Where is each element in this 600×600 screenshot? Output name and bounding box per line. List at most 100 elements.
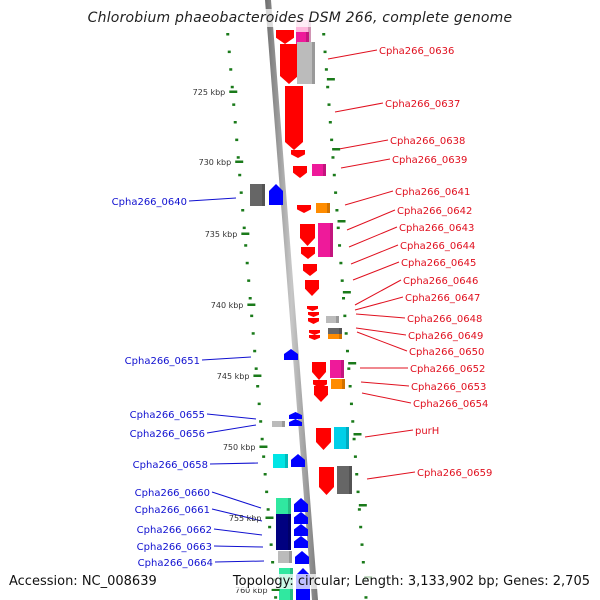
leader-line (206, 424, 257, 434)
ruler-dot (262, 455, 266, 458)
gene-glyph-shade (349, 466, 352, 494)
ruler-dot (353, 455, 357, 458)
ruler-dot (349, 402, 353, 406)
leader-line (327, 49, 378, 60)
ruler-major-tick (271, 588, 280, 591)
ruler-dot (274, 596, 278, 599)
map-title: Chlorobium phaeobacteroides DSM 266, com… (0, 9, 600, 27)
gene-glyph (305, 280, 319, 296)
ruler-dot (336, 226, 340, 230)
gene-label-forward: Cpha266_0641 (395, 187, 470, 198)
ruler-major-tick (259, 445, 268, 448)
leader-line (211, 508, 263, 522)
ruler-dot (327, 103, 331, 106)
gene-features (250, 20, 352, 600)
leader-line (338, 139, 389, 150)
gene-glyph (291, 454, 305, 467)
leader-line (352, 261, 400, 281)
gene-glyph-shade (346, 427, 349, 449)
gene-label-forward: Cpha266_0650 (409, 347, 484, 358)
gene-glyph (301, 247, 315, 259)
leader-line (356, 331, 408, 352)
gene-glyph (295, 551, 309, 564)
gene-glyph-shade (262, 184, 265, 206)
gene-glyph (312, 164, 326, 176)
gene-glyph (308, 312, 319, 317)
ruler-dot (257, 402, 261, 406)
leader-line (360, 381, 410, 387)
gene-glyph (297, 42, 315, 84)
leader-line (340, 158, 391, 169)
ruler-dot (229, 68, 233, 71)
ruler-major-tick (241, 232, 250, 235)
gene-glyph (328, 328, 342, 334)
leader-line (201, 356, 252, 361)
gene-glyph-shade (308, 20, 311, 42)
gene-label-forward: Cpha266_0654 (413, 399, 488, 410)
gene-label-reverse: Cpha266_0664 (138, 558, 213, 569)
ruler-dot (244, 244, 248, 247)
leader-line (355, 327, 407, 336)
ruler-dot (344, 332, 348, 335)
gene-glyph (316, 203, 330, 213)
gene-glyph (337, 466, 352, 494)
leader-line (350, 244, 399, 265)
gene-glyph (269, 184, 283, 205)
leader-line (346, 209, 396, 231)
gene-glyph (319, 467, 334, 495)
ruler-dot (259, 420, 263, 423)
ruler-dot (242, 226, 246, 230)
gene-glyph (294, 498, 308, 512)
leader-line (348, 226, 398, 248)
ruler-major-tick (265, 516, 274, 519)
ruler-dot (271, 561, 275, 564)
ruler-dot (348, 385, 352, 388)
leader-line (361, 392, 412, 404)
ruler-dot (334, 191, 338, 194)
gene-glyph-shade (342, 379, 345, 389)
gene-glyph (330, 360, 344, 378)
gene-glyph (285, 86, 303, 150)
ruler-dot (268, 525, 272, 529)
gene-label-forward: Cpha266_0648 (407, 314, 482, 325)
gene-label-forward: Cpha266_0636 (379, 46, 454, 57)
gene-glyph-shade (288, 514, 291, 550)
ruler-tick-labels: 725 kbp 730 kbp 735 kbp 740 kbp 745 kbp 750 k… (193, 78, 373, 595)
leader-line (355, 313, 406, 319)
leader-line (354, 296, 404, 311)
ruler-dot (232, 103, 236, 106)
ruler-dot (236, 156, 240, 159)
ruler-tick-label: 750 kbp (223, 443, 256, 452)
gene-label-forward: Cpha266_0644 (400, 241, 475, 252)
ruler-right (322, 33, 368, 599)
gene-glyph-shade (327, 203, 330, 213)
gene-glyph-shade (289, 551, 292, 563)
gene-glyph (294, 536, 308, 548)
gene-label-reverse: Cpha266_0655 (130, 410, 205, 421)
gene-glyph (294, 524, 308, 536)
gene-glyph (250, 184, 265, 206)
label-leaders (188, 49, 416, 563)
gene-label-forward: purH (415, 426, 439, 437)
ruler-dot (364, 596, 368, 599)
gene-label-forward: Cpha266_0645 (401, 258, 476, 269)
gene-glyph (297, 205, 311, 213)
gene-label-reverse: Cpha266_0661 (135, 505, 210, 516)
ruler-dot (239, 191, 243, 194)
ruler-left (226, 33, 278, 599)
ruler-dot (253, 349, 257, 353)
gene-glyph (294, 512, 308, 524)
ruler-tick-label: 755 kbp (229, 514, 262, 523)
ruler-dot (269, 543, 273, 546)
gene-glyph (276, 498, 291, 514)
ruler-major-tick (326, 78, 335, 81)
ruler-dot (245, 261, 249, 265)
gene-label-reverse: Cpha266_0662 (137, 525, 212, 536)
ruler-major-tick (247, 303, 256, 306)
ruler-dot (357, 508, 361, 511)
ruler-dot (247, 279, 251, 282)
ruler-dot (331, 156, 335, 159)
ruler-major-tick (253, 374, 262, 377)
gene-glyph-shade (330, 223, 333, 257)
